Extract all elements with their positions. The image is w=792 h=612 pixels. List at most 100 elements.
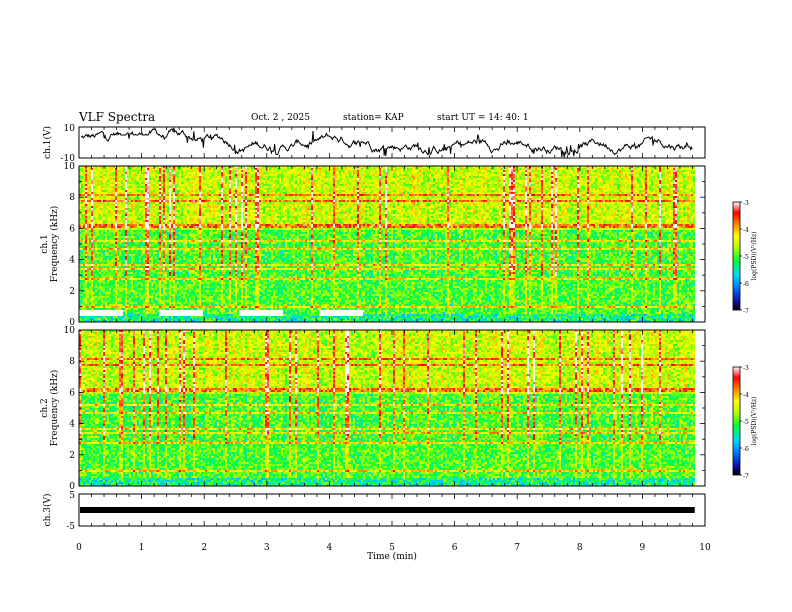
- ch1-spec-cell: [645, 188, 647, 190]
- ch1-spec-cell: [421, 172, 423, 174]
- ch1-spec-cell: [561, 166, 563, 168]
- ch1-spec-cell: [641, 176, 643, 178]
- ch1-spec-cell: [491, 190, 493, 192]
- ch1-spec-cell: [601, 190, 603, 192]
- ch1-spec-cell: [287, 194, 289, 196]
- ch1-spec-cell: [299, 190, 301, 192]
- ch1-spec-cell: [233, 188, 235, 190]
- ch1-spec-cell: [201, 166, 203, 168]
- ch1-spec-cell: [113, 170, 115, 172]
- ch1-spec-cell: [139, 168, 141, 170]
- ch1-spec-cell: [147, 180, 149, 182]
- ch1-spec-cell: [483, 192, 485, 194]
- ch1-spec-cell: [167, 190, 169, 192]
- ch1-spec-cell: [471, 176, 473, 178]
- ch1-spec-cell: [189, 178, 191, 180]
- ch1-spec-cell: [419, 186, 421, 188]
- ch1-spec-cell: [403, 178, 405, 180]
- ch1-spec-cell: [181, 172, 183, 174]
- ch1-spec-cell: [391, 176, 393, 178]
- ch1-spec-cell: [143, 176, 145, 178]
- ch1-spec-cell: [653, 182, 655, 184]
- ch1-spec-cell: [265, 168, 267, 170]
- ch1-spec-cell: [205, 186, 207, 188]
- ch1-spec-cell: [637, 190, 639, 192]
- ch1-spec-cell: [497, 172, 499, 174]
- ch1-spec-cell: [547, 192, 549, 194]
- ch1-spec-cell: [637, 180, 639, 182]
- ch1-spec-cell: [101, 182, 103, 184]
- ch1-spec-cell: [405, 168, 407, 170]
- ch1-spec-cell: [131, 180, 133, 182]
- ch1-spec-cell: [417, 168, 419, 170]
- ch1-spec-cell: [277, 196, 279, 198]
- ch1-spec-cell: [361, 172, 363, 174]
- ch1-spec-cell: [177, 170, 179, 172]
- ch1-spec-cell: [545, 168, 547, 170]
- ch1-spec-cell: [319, 174, 321, 176]
- ch1-spec-cell: [639, 192, 641, 194]
- ch1-spec-cell: [595, 182, 597, 184]
- ch1-spec-cell: [581, 168, 583, 170]
- ch1-spec-cell: [475, 174, 477, 176]
- ch1-spec-cell: [569, 194, 571, 196]
- ch1-spec-cell: [467, 190, 469, 192]
- ch1-spec-cell: [321, 194, 323, 196]
- ch1-spec-cell: [105, 168, 107, 170]
- ch1-spec-cell: [339, 188, 341, 190]
- ch1-spec-cell: [383, 190, 385, 192]
- ch1-spec-cell: [305, 172, 307, 174]
- ch1-spec-cell: [329, 194, 331, 196]
- ch1-spec-cell: [381, 186, 383, 188]
- ch1-spec-cell: [339, 168, 341, 170]
- ch1-spec-cell: [305, 188, 307, 190]
- ch1-spec-cell: [381, 184, 383, 186]
- ch1-spec-cell: [691, 188, 693, 190]
- ch1-spec-cell: [141, 184, 143, 186]
- ch1-spec-cell: [529, 194, 531, 196]
- ch1-spec-cell: [297, 184, 299, 186]
- ch1-spec-cell: [197, 190, 199, 192]
- ch1-spec-cell: [503, 176, 505, 178]
- ch1-spec-cell: [225, 182, 227, 184]
- ch1-spec-cell: [337, 172, 339, 174]
- ch1-spec-cell: [489, 182, 491, 184]
- ch1-spec-cell: [163, 170, 165, 172]
- ch1-spec-cell: [239, 184, 241, 186]
- ch1-spec-cell: [141, 172, 143, 174]
- ch1-spec-cell: [121, 194, 123, 196]
- ch1-spec-cell: [691, 180, 693, 182]
- ch1-spec-cell: [641, 190, 643, 192]
- ch1-spec-cell: [219, 182, 221, 184]
- ch1-spec-cell: [615, 194, 617, 196]
- ch1-spec-cell: [197, 174, 199, 176]
- ch1-spec-cell: [221, 174, 223, 176]
- ch1-spec-cell: [373, 176, 375, 178]
- ch1-spec-cell: [219, 170, 221, 172]
- ch1-spec-cell: [501, 196, 503, 198]
- ch1-spec-cell: [669, 182, 671, 184]
- ch1-spec-cell: [111, 168, 113, 170]
- ch1-spec-cell: [533, 184, 535, 186]
- ch1-spec-cell: [217, 178, 219, 180]
- ch1-spec-cell: [419, 184, 421, 186]
- ch1-spec-cell: [513, 166, 515, 168]
- ch1-spec-cell: [503, 194, 505, 196]
- ch1-spec-cell: [659, 190, 661, 192]
- ch1-spec-cell: [241, 180, 243, 182]
- ch1-spec-cell: [573, 184, 575, 186]
- ch1-spec-cell: [137, 188, 139, 190]
- ch1-spec-cell: [187, 166, 189, 168]
- ch1-spec-cell: [665, 190, 667, 192]
- ch1-spec-cell: [105, 186, 107, 188]
- ch1-spec-cell: [421, 192, 423, 194]
- ch1-spec-cell: [243, 196, 245, 198]
- ch1-spec-cell: [561, 182, 563, 184]
- ch1-spec-cell: [475, 184, 477, 186]
- ch1-spec-cell: [225, 170, 227, 172]
- ch1-spec-cell: [97, 170, 99, 172]
- ch1-spec-cell: [597, 168, 599, 170]
- ch1-spec-cell: [421, 168, 423, 170]
- ch1-spec-cell: [521, 196, 523, 198]
- ch1-spec-cell: [481, 184, 483, 186]
